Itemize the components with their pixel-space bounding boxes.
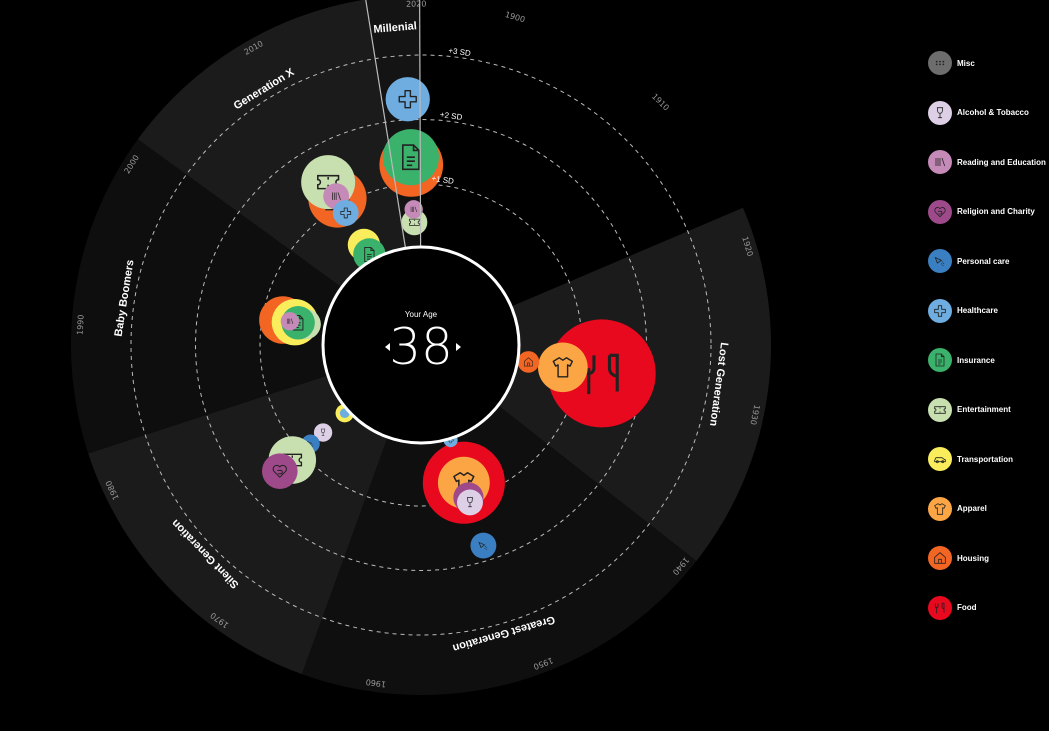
- dots-icon: [935, 60, 945, 66]
- books-icon: [935, 157, 946, 167]
- legend-swatch: [928, 348, 952, 372]
- millenial-boundary-line: [419, 0, 422, 248]
- bubble-reading-millenial[interactable]: [404, 200, 423, 219]
- legend-label: Entertainment: [957, 405, 1011, 414]
- bubble-healthcare-generation-x[interactable]: [332, 200, 359, 226]
- shirt-icon: [934, 502, 946, 515]
- legend-label: Alcohol & Tobacco: [957, 108, 1029, 117]
- legend-item-housing[interactable]: Housing: [928, 546, 989, 570]
- year-tick-label: 1910: [650, 92, 671, 113]
- heart-icon: [934, 206, 946, 217]
- legend-label: Personal care: [957, 256, 1010, 266]
- year-tick-label: 1900: [504, 10, 526, 24]
- legend-item-alcohol[interactable]: Alcohol & Tobacco: [928, 100, 1029, 125]
- millenial-boundary-line: [365, 0, 407, 249]
- sd-label: +2 SD: [439, 110, 463, 122]
- wedge-generation-x[interactable]: [137, 0, 421, 345]
- legend-swatch: [928, 51, 952, 75]
- legend-swatch: [928, 199, 952, 224]
- bubble-insurance-millenial[interactable]: [382, 129, 439, 186]
- cross-icon: [934, 304, 946, 317]
- legend-label: Food: [957, 603, 977, 612]
- your-age-caption: Your Age: [404, 310, 438, 319]
- increase-age-arrow-icon[interactable]: [456, 343, 461, 351]
- legend-swatch: [928, 150, 952, 174]
- sd-label: +3 SD: [448, 46, 472, 58]
- legend-label: Housing: [957, 553, 989, 563]
- ticket-icon: [934, 405, 946, 414]
- bubble-religion-silent-generation[interactable]: [261, 453, 298, 490]
- bubble-apparel-lost-generation[interactable]: [538, 342, 588, 393]
- legend-item-transportation[interactable]: Transportation: [928, 447, 1013, 471]
- legend-item-entertainment[interactable]: Entertainment: [928, 397, 1011, 422]
- legend-swatch: [928, 595, 952, 620]
- legend-label: Insurance: [957, 355, 995, 365]
- year-tick-label: 1930: [748, 404, 761, 426]
- legend-label: Transportation: [957, 454, 1014, 464]
- legend-swatch: [928, 249, 952, 273]
- legend-swatch: [928, 397, 952, 422]
- bubble-housing-lost-generation[interactable]: [517, 351, 540, 373]
- bubble-circle[interactable]: [332, 200, 359, 226]
- wedge-baby-boomers[interactable]: [70, 139, 421, 454]
- legend-label: Apparel: [957, 504, 987, 513]
- legend-label: Religion and Charity: [957, 207, 1035, 216]
- sd-ring: [130, 54, 712, 636]
- legend-item-reading[interactable]: Reading and Education: [928, 150, 1046, 174]
- bubble-reading-baby-boomers[interactable]: [280, 312, 300, 331]
- year-tick-label: 2020: [406, 0, 426, 9]
- year-tick-label: 1960: [365, 677, 386, 689]
- legend-item-healthcare[interactable]: Healthcare: [928, 298, 998, 323]
- house-icon: [934, 552, 946, 564]
- wedge-silent-generation[interactable]: [88, 345, 421, 675]
- generation-label: Millenial: [373, 20, 417, 35]
- spray-icon: [934, 257, 945, 267]
- bubble-healthcare-millenial[interactable]: [385, 77, 430, 122]
- legend-swatch: [928, 447, 952, 471]
- legend-item-apparel[interactable]: Apparel: [928, 496, 987, 521]
- legend-label: Reading and Education: [957, 157, 1046, 167]
- wine-glass-icon: [936, 106, 944, 118]
- year-tick-label: 1990: [76, 314, 86, 335]
- sd-label: +1 SD: [431, 174, 455, 186]
- bubble-circle[interactable]: [261, 453, 298, 490]
- legend-swatch: [928, 100, 952, 125]
- car-icon: [934, 457, 946, 464]
- decrease-age-arrow-icon[interactable]: [385, 343, 390, 351]
- legend-swatch: [928, 298, 952, 323]
- legend-swatch: [928, 496, 952, 521]
- bubble-alcohol-greatest-generation[interactable]: [457, 489, 483, 516]
- legend-label: Healthcare: [957, 306, 998, 315]
- bubble-circle[interactable]: [538, 342, 588, 393]
- fork-knife-icon: [934, 602, 945, 614]
- legend-item-insurance[interactable]: Insurance: [928, 348, 995, 372]
- bubble-circle[interactable]: [385, 77, 430, 122]
- legend-item-religion[interactable]: Religion and Charity: [928, 199, 1035, 224]
- bubble-circle[interactable]: [517, 351, 540, 373]
- legend-item-personal_care[interactable]: Personal care: [928, 249, 1009, 273]
- legend-swatch: [928, 546, 952, 570]
- legend-label: Misc: [957, 58, 975, 68]
- bubble-alcohol-silent-generation[interactable]: [313, 423, 333, 442]
- legend-item-misc[interactable]: Misc: [928, 51, 975, 75]
- bubble-personal_care-greatest-generation[interactable]: [470, 532, 497, 559]
- your-age-value: 38: [389, 318, 453, 376]
- your-age-circle: [321, 245, 521, 445]
- document-icon: [935, 353, 945, 367]
- legend-item-food[interactable]: Food: [928, 595, 977, 620]
